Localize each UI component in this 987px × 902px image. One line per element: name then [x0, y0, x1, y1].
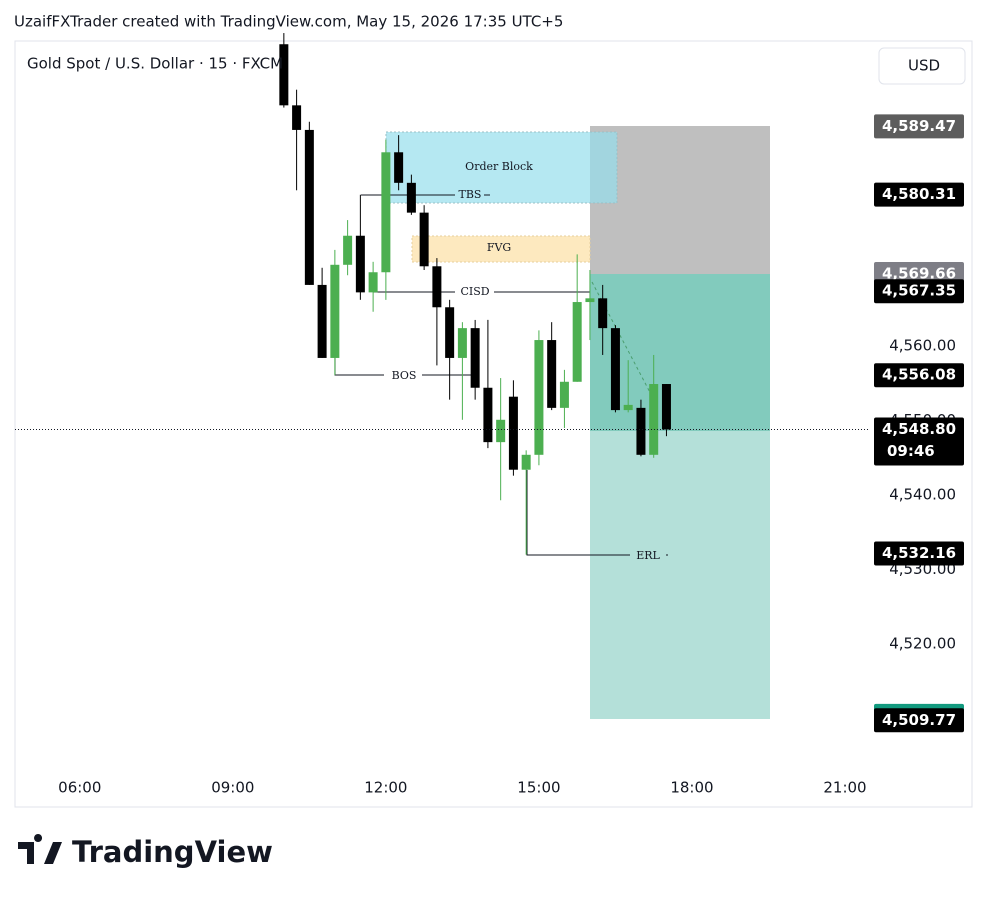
candle-body — [547, 340, 557, 408]
candle-body — [279, 44, 289, 106]
price-badge — [874, 541, 964, 566]
candle-body — [483, 387, 493, 443]
candle-body — [394, 152, 404, 183]
price-badge-label: 4,532.16 — [882, 544, 956, 562]
price-badge — [874, 279, 964, 304]
candle-body — [534, 340, 544, 455]
plot: 06:00 09:00 12:00 15:00 18:00 21:00 4,560.00 4,… — [15, 33, 964, 797]
candle-body — [445, 307, 455, 358]
candle-body — [559, 381, 569, 408]
annotation: ERL — [636, 549, 660, 562]
order-block — [385, 131, 618, 204]
price-badge-label: 4,548.80 — [882, 420, 956, 438]
projection-line — [591, 281, 655, 401]
price-badge-label: 4,580.31 — [882, 185, 956, 203]
candle-body — [470, 328, 480, 388]
candle-body — [496, 419, 506, 443]
candle-body — [649, 384, 659, 455]
candle-body — [610, 328, 620, 411]
candle-body — [432, 266, 442, 308]
candle-body — [292, 105, 302, 130]
annotation-line — [526, 470, 630, 556]
candle-body — [343, 235, 353, 265]
candle-body — [304, 129, 314, 285]
y-tick-label: 4,540.00 — [889, 486, 956, 504]
stop-zone — [590, 126, 770, 274]
price-badge — [874, 708, 964, 733]
annotation: Order Block — [465, 160, 533, 173]
candle-body — [623, 404, 633, 411]
price-badge-label: 4,567.35 — [882, 282, 956, 300]
price-badge — [874, 114, 964, 139]
fvg-box — [411, 235, 591, 263]
x-tick-label: 18:00 — [670, 779, 713, 797]
price-badge-label: 4,589.47 — [882, 117, 956, 135]
x-tick-label: 21:00 — [823, 779, 866, 797]
candle-body — [317, 284, 327, 358]
annotation: FVG — [487, 241, 511, 254]
price-badge-label: 4,556.08 — [882, 366, 956, 384]
credit: UzaifFXTrader created with TradingView.c… — [14, 13, 563, 31]
candle-body — [355, 235, 365, 293]
annotation: TBS — [459, 188, 482, 201]
x-tick-label: 12:00 — [364, 779, 407, 797]
annotation: CISD — [460, 285, 489, 298]
y-tick-label: 4,560.00 — [889, 337, 956, 355]
candle-body — [457, 328, 467, 358]
candle-body — [508, 396, 518, 470]
drawings: Order Block FVG TBS CISD BOS ERL — [334, 126, 770, 719]
price-badge-label: 4,509.77 — [882, 711, 956, 729]
price-badge — [874, 363, 964, 388]
currency[interactable]: USD — [908, 57, 940, 75]
candle-body — [598, 298, 608, 329]
candle-body — [419, 212, 429, 267]
candle-body — [572, 302, 582, 382]
candle-body — [661, 384, 671, 430]
candle-body — [368, 272, 378, 293]
price-badge — [874, 417, 964, 466]
x-tick-label: 06:00 — [58, 779, 101, 797]
currency-button[interactable] — [878, 47, 966, 85]
price-badge-label: 4,569.66 — [882, 265, 956, 283]
candle-body — [521, 454, 531, 470]
logo-mark — [18, 834, 62, 864]
x-tick-label: 09:00 — [211, 779, 254, 797]
brand: TradingView — [72, 835, 273, 869]
target-zone-active — [590, 274, 770, 431]
price-badge — [874, 182, 964, 207]
logo: TradingView — [18, 834, 273, 869]
annotation: BOS — [392, 369, 417, 382]
x-tick-label: 15:00 — [517, 779, 560, 797]
symbol: Gold Spot / U.S. Dollar · 15 · FXCM — [27, 55, 283, 73]
candle-body — [585, 298, 595, 303]
target-zone — [590, 431, 770, 719]
candle-body — [406, 182, 416, 213]
candle-body — [636, 407, 646, 455]
y-tick-label: 4,520.00 — [889, 635, 956, 653]
countdown: 09:46 — [887, 442, 935, 460]
candle-body — [330, 264, 340, 358]
candle-body — [381, 152, 391, 273]
